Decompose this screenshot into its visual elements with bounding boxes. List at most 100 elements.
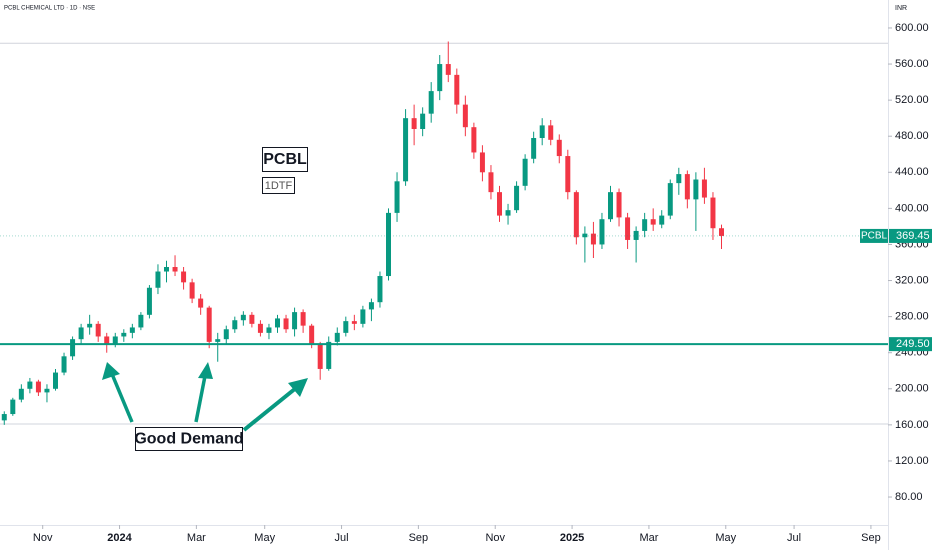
- candle-body: [539, 125, 545, 139]
- candle-body: [292, 312, 298, 330]
- candle-body: [326, 341, 332, 369]
- support-label: 249.50: [896, 338, 930, 350]
- candle-body: [497, 192, 502, 216]
- y-tick-label: 320.00: [895, 274, 929, 286]
- candle-body: [112, 336, 118, 344]
- candle-body: [719, 228, 724, 236]
- arrow: [194, 375, 207, 423]
- annotation-box: [262, 177, 295, 194]
- y-tick-label: 160.00: [895, 419, 929, 431]
- candle-body: [608, 192, 613, 220]
- candle-body: [471, 127, 477, 153]
- x-tick-label: 2025: [560, 532, 584, 544]
- candle-body: [35, 381, 41, 393]
- candle-body: [377, 276, 383, 303]
- candle-body: [121, 332, 127, 337]
- candle-body: [164, 267, 169, 272]
- candle-body: [454, 74, 460, 105]
- candle-body: [18, 388, 24, 400]
- candle-body: [78, 327, 84, 340]
- candle-body: [104, 336, 110, 344]
- annotation: Good Demand: [134, 431, 243, 448]
- candle-body: [283, 318, 289, 330]
- x-tick-label: Sep: [409, 532, 429, 544]
- candle-body: [257, 323, 263, 333]
- candle-body: [556, 139, 562, 157]
- x-tick-label: Sep: [861, 532, 881, 544]
- y-tick-label: 600.00: [895, 22, 929, 34]
- last-price: 369.45: [896, 230, 930, 242]
- candle-body: [232, 320, 238, 330]
- candle-body: [215, 339, 221, 342]
- last-price-box: [889, 228, 932, 243]
- candle-body: [223, 329, 229, 340]
- candle-body: [403, 118, 409, 182]
- annotation: 1DTF: [265, 180, 293, 192]
- candle-body: [53, 372, 58, 389]
- plot: 80.00120.00160.00200.00240.00280.00320.0…: [0, 22, 932, 544]
- candle-body: [676, 174, 682, 184]
- candle-body: [27, 381, 33, 389]
- candle-body: [565, 156, 571, 193]
- arrow: [242, 386, 298, 432]
- candle-body: [573, 192, 579, 238]
- chart-title: PCBL CHEMICAL LTD · 1D · NSE: [4, 6, 95, 12]
- candle-body: [642, 219, 648, 231]
- candle-body: [61, 356, 67, 373]
- arrow-head: [102, 362, 120, 380]
- candle-body: [522, 158, 528, 186]
- candle-body: [633, 230, 639, 240]
- annotation: PCBL: [263, 151, 307, 168]
- candle-body: [44, 388, 50, 393]
- candle-body: [138, 314, 144, 328]
- candle-body: [206, 307, 212, 342]
- candle-body: [479, 152, 485, 173]
- x-tick-label: Mar: [187, 532, 206, 544]
- annotation-box: [262, 147, 308, 172]
- candle-body: [701, 179, 707, 198]
- last-name-box: [860, 228, 888, 243]
- candle-body: [343, 321, 349, 333]
- candle-body: [667, 183, 673, 216]
- candle-body: [198, 298, 204, 308]
- candle-body: [240, 314, 246, 321]
- candle-body: [300, 312, 306, 326]
- candle-body: [172, 267, 178, 272]
- candle-body: [351, 321, 357, 324]
- candle-body: [394, 181, 400, 213]
- candle-body: [317, 343, 323, 369]
- candle-body: [249, 314, 255, 324]
- y-tick-label: 400.00: [895, 202, 929, 214]
- candle-body: [625, 217, 631, 240]
- currency: INR: [895, 5, 907, 12]
- candle-body: [659, 215, 665, 225]
- x-tick-label: Jul: [335, 532, 349, 544]
- candle-body: [10, 399, 16, 415]
- x-tick-label: May: [715, 532, 736, 544]
- candle-body: [616, 192, 622, 218]
- candle-body: [693, 179, 699, 200]
- candle-body: [514, 185, 520, 211]
- arrow: [110, 373, 134, 423]
- arrows: [102, 362, 308, 432]
- candle-body: [599, 219, 605, 245]
- candle-body: [420, 113, 426, 129]
- candle-body: [531, 138, 537, 159]
- annotation-box: [135, 427, 243, 451]
- candle-body: [462, 104, 468, 128]
- candle-body: [505, 210, 511, 216]
- candle-body: [548, 125, 554, 140]
- candle-body: [582, 233, 588, 238]
- arrow-head: [288, 378, 308, 397]
- candle-body: [1, 414, 7, 421]
- candle-body: [368, 302, 374, 310]
- y-tick-label: 440.00: [895, 166, 929, 178]
- x-tick-label: Nov: [485, 532, 505, 544]
- candle-body: [266, 327, 272, 333]
- candle-body: [590, 233, 596, 245]
- y-tick-label: 280.00: [895, 311, 929, 323]
- candle-body: [87, 323, 93, 328]
- candle-body: [360, 309, 366, 324]
